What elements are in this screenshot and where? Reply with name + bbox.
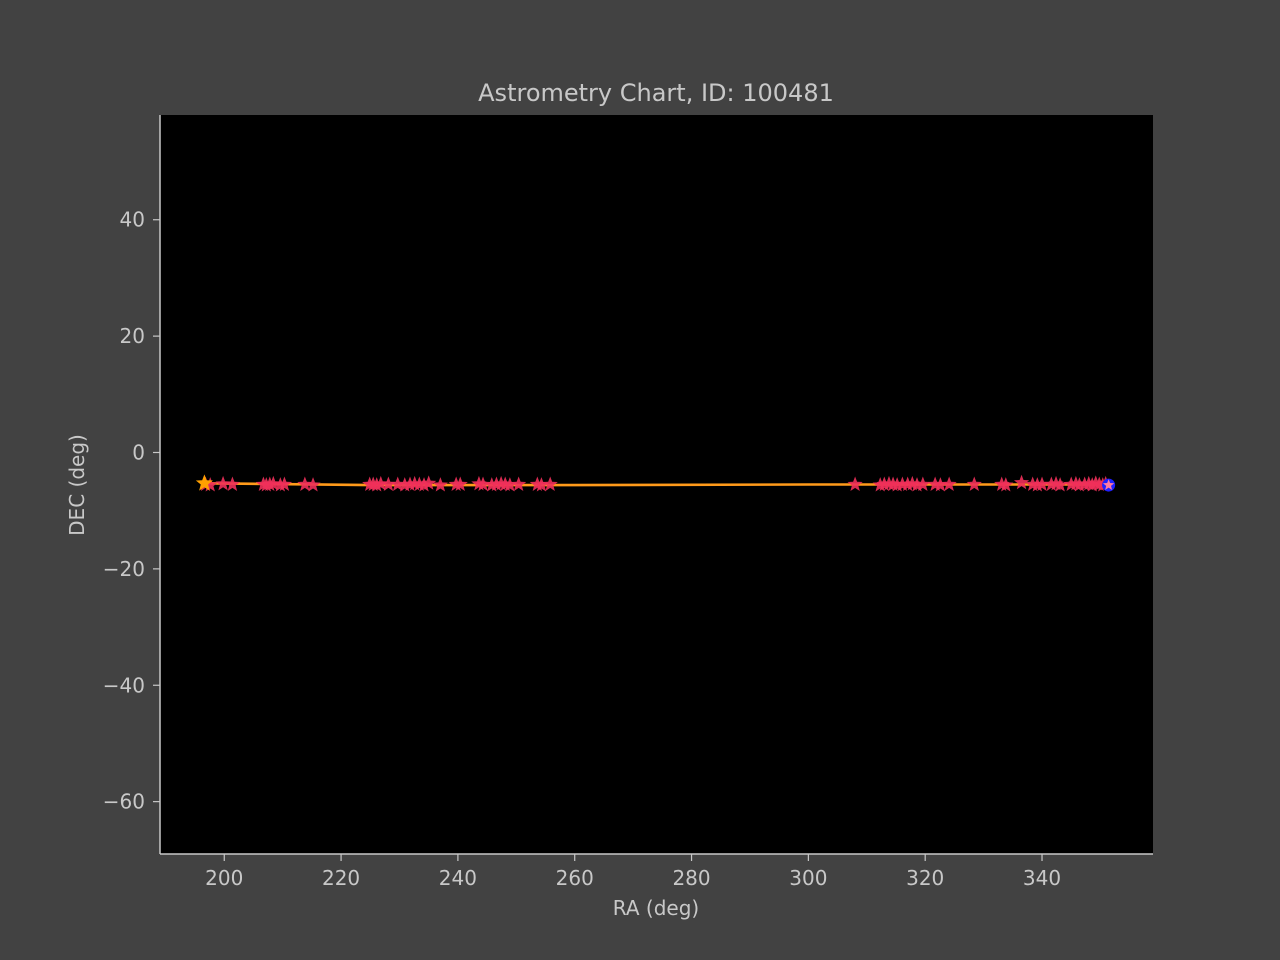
observation-point — [1052, 477, 1068, 492]
observation-markers — [197, 474, 1114, 492]
chart-title: Astrometry Chart, ID: 100481 — [478, 79, 834, 107]
end-star-marker — [1102, 479, 1115, 490]
x-tick-label: 340 — [1023, 866, 1061, 890]
observation-point — [224, 476, 241, 491]
observation-point — [202, 477, 218, 492]
y-tick-label: −20 — [103, 557, 145, 581]
y-tick-label: 40 — [120, 208, 145, 232]
y-ticks: 40 20 0 −20 −40 −60 — [103, 208, 160, 814]
observation-point — [1013, 474, 1030, 490]
observation-point — [452, 476, 468, 491]
observation-point — [502, 477, 518, 492]
observation-point — [475, 476, 491, 491]
observation-point — [305, 477, 321, 492]
y-tick-label: 20 — [120, 324, 145, 348]
y-axis-label: DEC (deg) — [65, 434, 89, 536]
y-tick-label: 0 — [132, 440, 145, 464]
x-tick-label: 320 — [906, 866, 944, 890]
observation-point — [998, 477, 1014, 492]
y-tick-label: −40 — [103, 673, 145, 697]
x-ticks: 200 220 240 260 280 300 320 340 — [205, 854, 1061, 890]
observation-point — [215, 475, 231, 491]
observation-point — [297, 476, 313, 491]
observation-point — [909, 477, 925, 492]
observation-point — [511, 476, 527, 491]
observation-point — [1034, 476, 1050, 491]
observation-point — [265, 475, 281, 491]
observation-point — [1071, 477, 1088, 492]
y-tick-label: −60 — [103, 790, 145, 814]
observation-point — [380, 476, 396, 491]
observation-point — [416, 477, 432, 492]
observation-point — [390, 476, 406, 491]
x-axis-label: RA (deg) — [613, 896, 699, 920]
endpoint-markers — [195, 474, 1116, 492]
x-tick-label: 220 — [322, 866, 360, 890]
observation-point — [847, 476, 863, 491]
observation-point — [373, 475, 389, 491]
x-tick-label: 240 — [439, 866, 477, 890]
observation-point — [432, 477, 448, 492]
observation-point — [421, 475, 437, 490]
observation-point — [369, 477, 385, 492]
observation-point — [932, 477, 948, 492]
start-marker — [195, 474, 213, 491]
observation-point — [542, 476, 558, 491]
observation-point — [915, 476, 931, 491]
observation-point — [533, 477, 550, 492]
observation-point — [276, 476, 293, 491]
observation-point — [889, 477, 905, 492]
observation-point — [1084, 477, 1100, 492]
x-tick-label: 300 — [789, 866, 827, 890]
x-tick-label: 200 — [205, 866, 243, 890]
x-tick-label: 260 — [556, 866, 594, 890]
x-tick-label: 280 — [672, 866, 710, 890]
observation-point — [966, 476, 982, 491]
observation-point — [941, 476, 957, 491]
observation-point — [397, 477, 413, 492]
